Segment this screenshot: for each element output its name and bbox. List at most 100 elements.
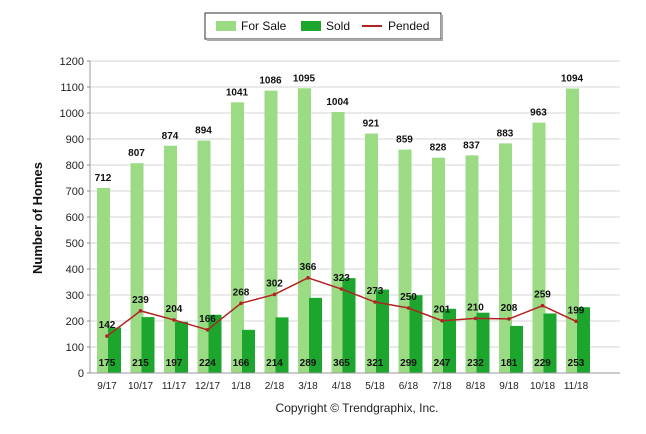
bar-for-sale-9: [398, 149, 412, 373]
bar-sold-3: [208, 314, 222, 373]
data-labels-layer: 712 175 807 215 874 197 894 224 1041 166 1086 214 10…: [95, 73, 585, 369]
pended-point-9: [406, 306, 411, 310]
label-pended-1: 239: [132, 295, 149, 306]
label-pended-5: 302: [266, 278, 283, 289]
bar-sold-11: [476, 312, 490, 373]
label-sold-2: 197: [166, 358, 183, 369]
bar-sold-4: [242, 329, 255, 373]
bar-for-sale-12: [499, 143, 512, 373]
bar-for-sale-3: [197, 140, 211, 373]
label-for-sale-14: 1094: [561, 74, 584, 85]
label-pended-7: 323: [333, 273, 350, 284]
pended-point-13: [540, 303, 545, 308]
label-pended-2: 204: [166, 304, 183, 315]
bar-sold-0: [108, 327, 121, 373]
label-sold-7: 365: [333, 358, 350, 369]
legend-label-pended: Pended: [388, 19, 429, 33]
label-sold-12: 181: [501, 358, 518, 369]
label-for-sale-8: 921: [363, 119, 380, 130]
label-for-sale-12: 883: [497, 128, 514, 139]
label-for-sale-4: 1041: [226, 87, 249, 98]
label-pended-14: 199: [568, 305, 585, 316]
label-sold-6: 289: [300, 358, 317, 369]
label-for-sale-5: 1086: [259, 76, 282, 87]
legend-swatch-sold: [301, 21, 321, 31]
bar-for-sale-2: [164, 145, 177, 373]
y-tick-label-0: 0: [78, 368, 84, 380]
label-for-sale-0: 712: [95, 173, 112, 184]
pended-point-10: [440, 318, 444, 323]
x-tick-label-3: 12/17: [195, 381, 220, 392]
x-tick-label-7: 4/18: [332, 381, 352, 392]
chart-legend: For Sale Sold Pended: [204, 12, 443, 41]
y-tick-label-700: 700: [66, 186, 84, 198]
y-axis-title: Number of Homes: [30, 162, 45, 274]
bar-for-sale-4: [231, 102, 244, 373]
label-sold-14: 253: [568, 358, 585, 369]
label-pended-4: 268: [233, 287, 250, 298]
label-sold-9: 299: [400, 358, 417, 369]
label-pended-9: 250: [400, 292, 417, 303]
bar-for-sale-5: [264, 90, 278, 373]
label-pended-12: 208: [501, 303, 518, 314]
pended-point-3: [205, 328, 210, 332]
bar-for-sale-6: [298, 88, 311, 374]
pended-point-1: [138, 309, 143, 313]
label-sold-8: 321: [367, 358, 384, 369]
label-pended-6: 366: [300, 262, 317, 273]
pended-point-8: [373, 300, 377, 304]
bar-sold-7: [342, 278, 356, 373]
x-tick-label-2: 11/17: [162, 381, 187, 392]
y-tick-label-900: 900: [66, 134, 84, 146]
x-tick-label-8: 5/18: [365, 381, 385, 392]
label-for-sale-1: 807: [128, 148, 145, 159]
y-tick-label-1100: 1100: [60, 82, 84, 94]
pended-point-0: [105, 334, 109, 338]
x-tick-label-14: 11/18: [564, 381, 589, 392]
axes: 0 100 200 300 400 500 600 700 800 900 1000 1100 1200…: [60, 56, 620, 392]
label-pended-3: 166: [199, 314, 216, 325]
y-tick-label-800: 800: [66, 160, 84, 172]
x-tick-label-9: 6/18: [399, 381, 419, 392]
bar-for-sale-7: [331, 111, 345, 374]
label-sold-1: 215: [132, 358, 149, 369]
pended-point-2: [172, 318, 176, 322]
bar-for-sale-14: [566, 88, 579, 373]
label-pended-8: 273: [367, 286, 384, 297]
label-sold-0: 175: [99, 358, 116, 369]
y-tick-label-400: 400: [66, 264, 84, 276]
label-pended-10: 201: [434, 305, 451, 316]
x-tick-label-4: 1/18: [231, 381, 251, 392]
label-sold-11: 232: [467, 358, 484, 369]
legend-shadow: [207, 39, 443, 41]
bar-sold-10: [443, 308, 456, 373]
legend-box: [204, 12, 442, 40]
x-tick-label-12: 9/18: [499, 381, 519, 392]
bar-sold-2: [175, 321, 188, 373]
label-pended-13: 259: [534, 290, 551, 301]
label-pended-11: 210: [467, 302, 484, 313]
bar-sold-13: [543, 313, 557, 373]
pended-point-11: [473, 316, 478, 321]
y-tick-label-500: 500: [66, 238, 84, 250]
label-for-sale-10: 828: [430, 143, 447, 154]
bar-for-sale-8: [365, 133, 378, 373]
y-tick-label-200: 200: [66, 316, 84, 328]
label-for-sale-3: 894: [195, 126, 212, 137]
y-tick-label-1000: 1000: [60, 108, 84, 120]
bar-sold-6: [309, 297, 322, 373]
x-tick-label-11: 8/18: [466, 381, 486, 392]
label-sold-4: 166: [233, 358, 250, 369]
label-sold-3: 224: [199, 358, 216, 369]
label-sold-13: 229: [534, 358, 551, 369]
label-sold-5: 214: [266, 358, 283, 369]
legend-label-for-sale: For Sale: [241, 19, 287, 33]
bar-sold-5: [275, 317, 289, 373]
pended-point-4: [239, 301, 243, 306]
legend-label-sold: Sold: [326, 19, 350, 33]
y-tick-label-300: 300: [66, 290, 84, 302]
label-for-sale-11: 837: [463, 140, 480, 151]
y-tick-label-1200: 1200: [60, 56, 84, 68]
legend-shadow-side: [441, 15, 443, 41]
